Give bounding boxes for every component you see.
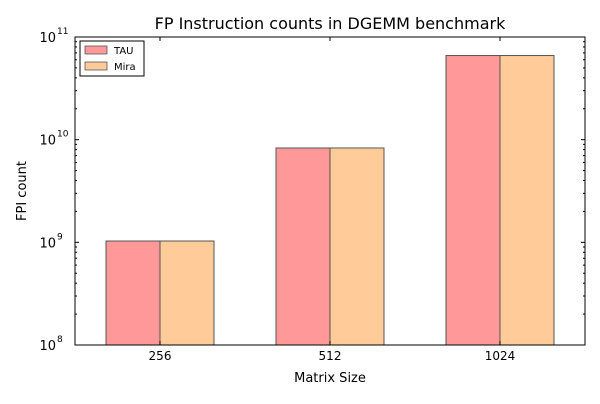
x-axis-label: Matrix Size	[294, 371, 366, 386]
y-tick-label-8: 10	[39, 339, 56, 354]
y-tick-exponent-10: 10	[57, 130, 69, 140]
legend: TAU Mira	[79, 40, 145, 77]
bar-tau-1024	[445, 55, 501, 346]
y-tick-label-9: 10	[39, 236, 56, 251]
x-tick-label-256: 256	[149, 349, 172, 363]
plot-area-frame	[74, 36, 586, 346]
bar-mira-512	[329, 147, 385, 346]
legend-swatch-tau	[84, 45, 108, 55]
legend-swatch-mira	[84, 61, 108, 71]
y-tick-label-11: 10	[39, 31, 56, 46]
y-tick-exponent-9: 9	[57, 232, 63, 242]
bar-mira-1024	[499, 55, 555, 346]
y-tick-label-10: 10	[39, 134, 56, 149]
legend-label-mira: Mira	[114, 62, 136, 73]
chart-title: FP Instruction counts in DGEMM benchmark	[155, 14, 506, 33]
y-tick-exponent-8: 8	[57, 335, 63, 345]
legend-label-tau: TAU	[113, 46, 134, 57]
x-tick-label-1024: 1024	[485, 349, 516, 363]
bar-tau-512	[275, 147, 331, 346]
y-axis-label: FPI count	[15, 161, 30, 221]
x-tick-label-512: 512	[319, 349, 342, 363]
bar-tau-256	[105, 240, 161, 346]
y-tick-exponent-11: 11	[57, 27, 68, 37]
bar-mira-256	[159, 240, 215, 346]
bar-group	[105, 55, 555, 346]
